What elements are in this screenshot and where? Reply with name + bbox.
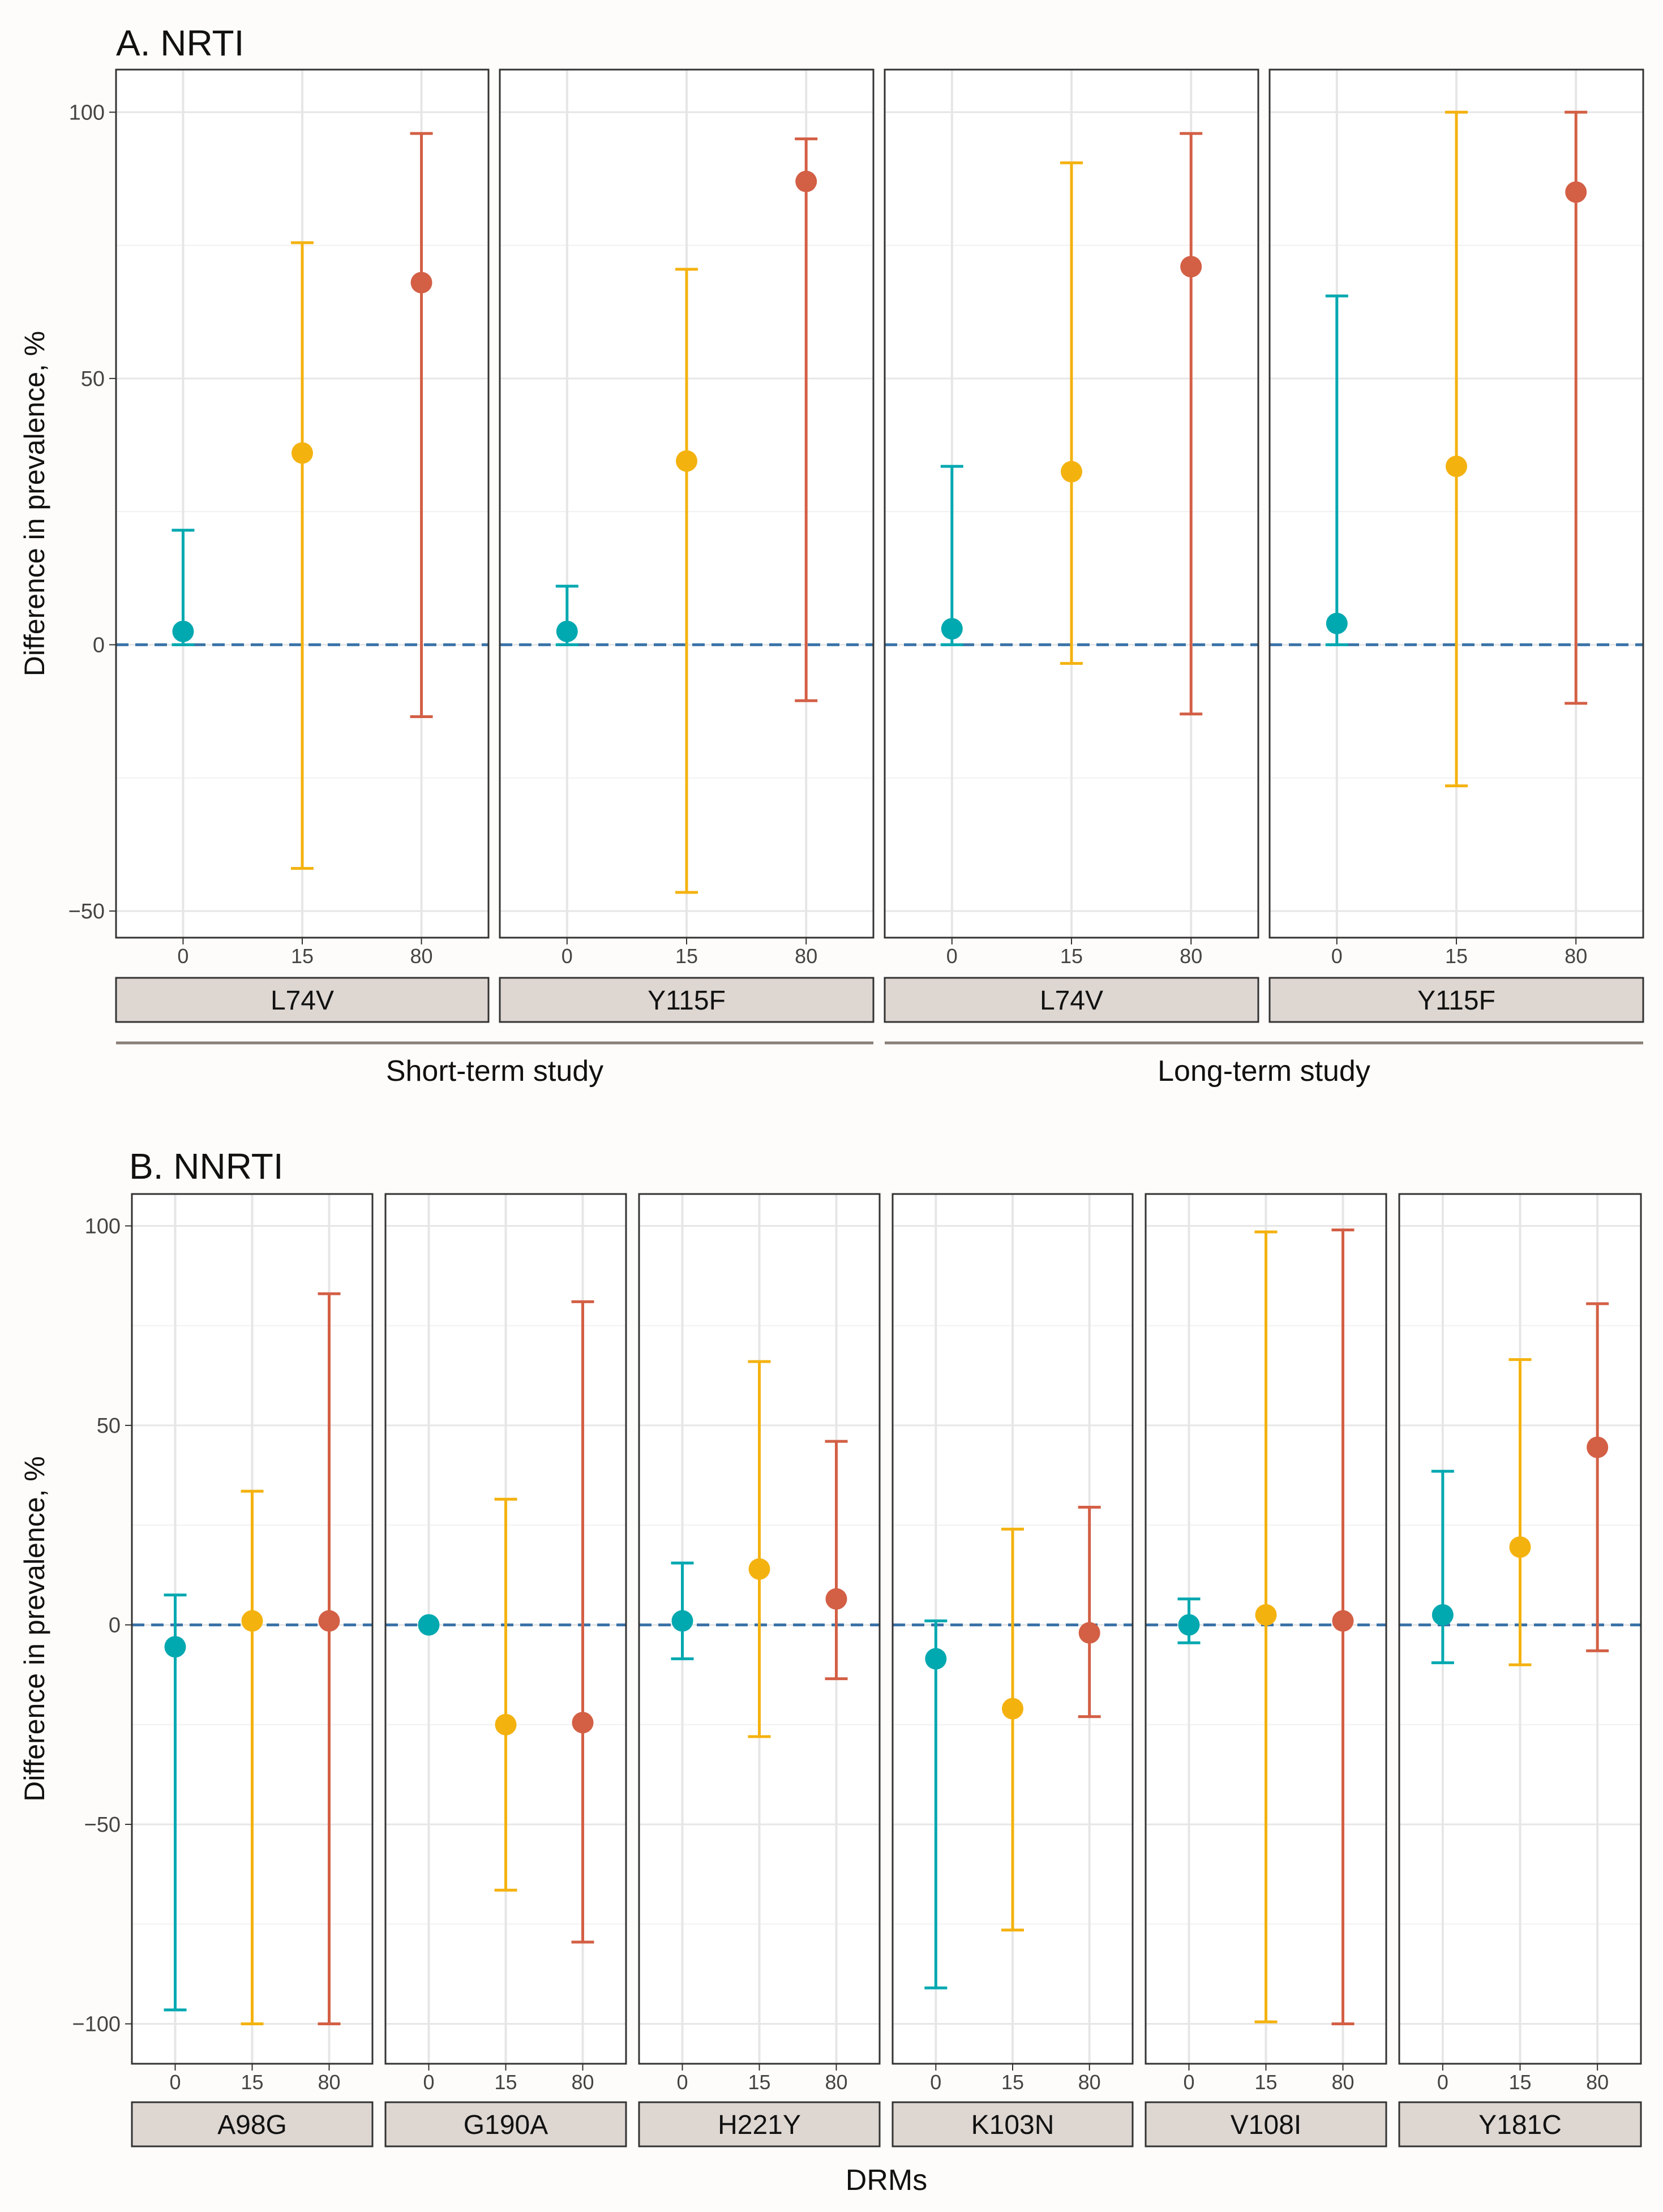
data-point-0 <box>925 1648 947 1670</box>
y-axis-label: Difference in prevalence, % <box>19 1456 50 1802</box>
x-axis-label: DRMs <box>846 2164 927 2197</box>
data-point-0 <box>1178 1614 1200 1636</box>
data-point-15 <box>241 1610 263 1632</box>
x-tick-label: 80 <box>1078 2071 1101 2094</box>
x-tick-label: 15 <box>1445 944 1468 968</box>
data-point-15 <box>1061 461 1082 483</box>
panel-strip <box>891 2101 1134 2147</box>
panel-strip <box>884 977 1259 1023</box>
data-point-80 <box>1332 1610 1354 1632</box>
data-point-80 <box>1180 256 1202 278</box>
chart-title: A. NRTI <box>116 23 244 63</box>
study-group-label: Short-term study <box>386 1055 603 1088</box>
data-point-0 <box>1326 612 1348 634</box>
data-point-0 <box>671 1610 693 1632</box>
data-point-15 <box>1255 1604 1277 1626</box>
data-point-80 <box>410 272 432 294</box>
data-point-15 <box>676 450 697 472</box>
chart-title: B. NNRTI <box>129 1146 284 1187</box>
x-tick-label: 0 <box>1331 944 1343 968</box>
data-point-80 <box>1587 1436 1609 1458</box>
panel-strip <box>131 2101 374 2147</box>
data-point-80 <box>572 1712 594 1734</box>
x-tick-label: 15 <box>1508 2071 1531 2094</box>
data-point-80 <box>825 1588 847 1610</box>
x-tick-label: 15 <box>241 2071 263 2094</box>
x-tick-label: 80 <box>1180 944 1202 968</box>
panel-strip-label: A98G <box>217 2110 287 2140</box>
x-tick-label: 15 <box>675 944 698 968</box>
y-tick-label: −50 <box>84 1813 121 1837</box>
panel-strip-label: Y181C <box>1478 2110 1562 2140</box>
panel-strip-label: V108I <box>1231 2110 1301 2140</box>
x-tick-label: 15 <box>1254 2071 1277 2094</box>
x-tick-label: 0 <box>676 2071 688 2094</box>
data-point-15 <box>292 442 313 464</box>
data-point-80 <box>1565 181 1587 203</box>
panel-strip-label: H221Y <box>718 2110 801 2140</box>
x-tick-label: 80 <box>1565 944 1587 968</box>
panel-strip-label: K103N <box>971 2110 1055 2140</box>
data-point-80 <box>1078 1622 1100 1644</box>
y-tick-label: 100 <box>85 1214 121 1238</box>
x-tick-label: 0 <box>423 2071 434 2094</box>
panel-strip <box>1145 2101 1387 2147</box>
data-point-80 <box>795 170 817 192</box>
x-tick-label: 0 <box>930 2071 941 2094</box>
y-tick-label: 100 <box>69 101 105 124</box>
data-point-0 <box>941 618 963 640</box>
data-point-80 <box>318 1610 340 1632</box>
data-point-15 <box>495 1713 517 1736</box>
x-tick-label: 15 <box>291 944 314 968</box>
x-tick-label: 0 <box>177 944 188 968</box>
panel-strip <box>638 2101 881 2147</box>
x-tick-label: 0 <box>562 944 573 968</box>
panel-strip <box>1268 977 1644 1023</box>
panel-strip-label: G190A <box>464 2110 548 2140</box>
x-tick-label: 0 <box>1437 2071 1448 2094</box>
y-tick-label: −50 <box>68 900 105 924</box>
y-tick-label: −100 <box>72 2012 121 2036</box>
panel-strip-label: L74V <box>1040 986 1103 1016</box>
x-tick-label: 15 <box>748 2071 770 2094</box>
study-group-label: Long-term study <box>1158 1055 1370 1088</box>
x-tick-label: 80 <box>410 944 433 968</box>
x-tick-label: 0 <box>1183 2071 1194 2094</box>
x-tick-label: 15 <box>494 2071 517 2094</box>
x-tick-label: 15 <box>1001 2071 1024 2094</box>
data-point-0 <box>556 620 578 642</box>
panel-strip <box>499 977 875 1023</box>
y-tick-label: 0 <box>93 633 105 657</box>
data-point-0 <box>172 620 194 642</box>
data-point-15 <box>1509 1536 1531 1558</box>
x-tick-label: 0 <box>946 944 958 968</box>
panel-strip <box>1398 2101 1642 2147</box>
x-tick-label: 15 <box>1060 944 1083 968</box>
data-point-15 <box>748 1558 770 1580</box>
y-tick-label: 50 <box>97 1414 121 1438</box>
x-tick-label: 80 <box>571 2071 594 2094</box>
x-tick-label: 80 <box>318 2071 340 2094</box>
x-tick-label: 0 <box>169 2071 181 2094</box>
panel-strip <box>115 977 490 1023</box>
x-tick-label: 80 <box>1586 2071 1609 2094</box>
x-tick-label: 80 <box>795 944 817 968</box>
y-axis-label: Difference in prevalence, % <box>19 331 50 677</box>
data-point-0 <box>164 1636 186 1658</box>
data-point-15 <box>1002 1698 1023 1720</box>
panel-strip-label: Y115F <box>648 986 726 1016</box>
data-point-0 <box>418 1614 440 1636</box>
panel-strip-label: Y115F <box>1417 986 1495 1016</box>
panel-strip-label: L74V <box>271 986 334 1016</box>
x-tick-label: 80 <box>825 2071 847 2094</box>
data-point-15 <box>1446 456 1467 478</box>
y-tick-label: 50 <box>81 367 105 391</box>
y-tick-label: 0 <box>109 1613 121 1637</box>
x-tick-label: 80 <box>1331 2071 1354 2094</box>
panel-strip <box>384 2101 627 2147</box>
data-point-0 <box>1431 1604 1454 1626</box>
